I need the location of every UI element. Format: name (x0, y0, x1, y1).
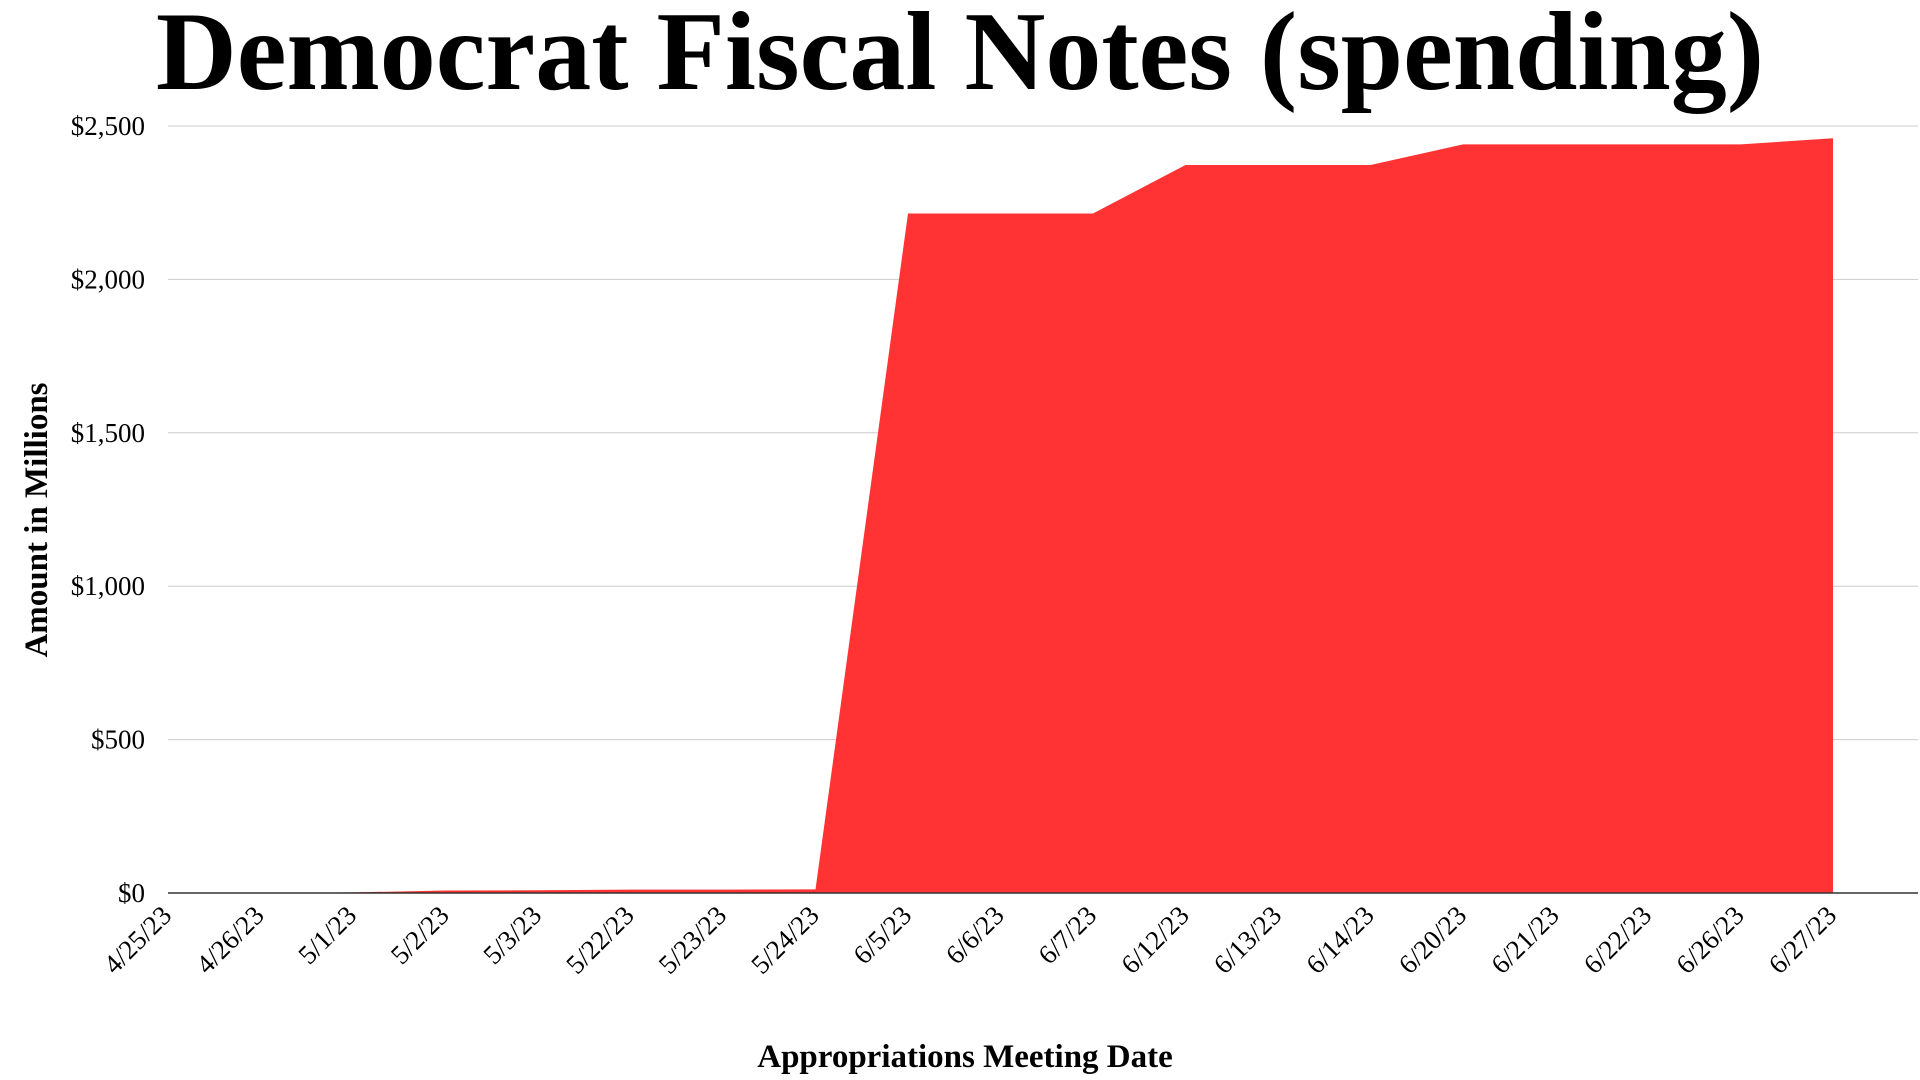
y-tick-label: $2,500 (71, 111, 145, 141)
x-tick-label: 5/3/23 (477, 900, 547, 970)
x-tick-label: 4/26/23 (190, 900, 270, 980)
x-tick-label: 6/22/23 (1578, 900, 1658, 980)
y-axis-title: Amount in Millions (19, 382, 55, 657)
x-tick-label: 6/5/23 (847, 900, 917, 970)
x-tick-label: 6/27/23 (1763, 900, 1843, 980)
y-tick-label: $500 (91, 725, 145, 755)
x-tick-label: 6/20/23 (1393, 900, 1473, 980)
x-tick-label: 6/21/23 (1485, 900, 1565, 980)
chart-title: Democrat Fiscal Notes (spending) (155, 0, 1765, 114)
y-tick-label: $1,500 (71, 418, 145, 448)
x-tick-label: 5/22/23 (560, 900, 640, 980)
x-tick-label: 5/1/23 (292, 900, 362, 970)
x-tick-label: 6/6/23 (940, 900, 1010, 970)
y-tick-label: $0 (118, 878, 145, 908)
x-tick-label: 6/14/23 (1300, 900, 1380, 980)
y-tick-label: $2,000 (71, 264, 145, 294)
x-tick-label: 6/13/23 (1208, 900, 1288, 980)
x-axis-title: Appropriations Meeting Date (757, 1039, 1173, 1075)
x-tick-label: 6/26/23 (1670, 900, 1750, 980)
y-axis-tick-labels: $0 $500 $1,000 $1,500 $2,000 $2,500 (71, 111, 145, 908)
x-tick-label: 5/24/23 (745, 900, 825, 980)
x-axis-tick-labels: 4/25/23 4/26/23 5/1/23 5/2/23 5/3/23 5/22/23 5… (98, 900, 1843, 980)
x-tick-label: 6/12/23 (1115, 900, 1195, 980)
y-tick-label: $1,000 (71, 571, 145, 601)
x-tick-label: 6/7/23 (1032, 900, 1102, 970)
x-tick-label: 4/25/23 (98, 900, 178, 980)
area-fill (168, 138, 1833, 894)
x-tick-label: 5/23/23 (653, 900, 733, 980)
area-series (168, 138, 1833, 894)
x-tick-label: 5/2/23 (385, 900, 455, 970)
